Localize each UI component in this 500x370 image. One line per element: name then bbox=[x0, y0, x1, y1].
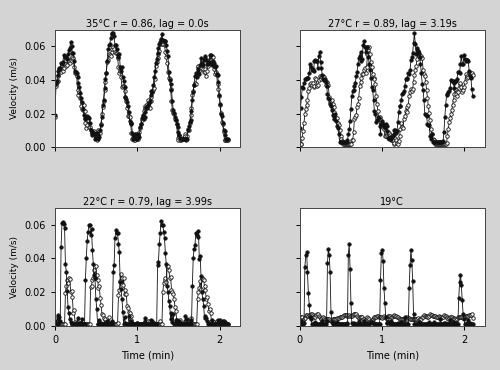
Title: 22°C r = 0.79, lag = 3.99s: 22°C r = 0.79, lag = 3.99s bbox=[83, 197, 212, 207]
Y-axis label: Velocity (m/s): Velocity (m/s) bbox=[10, 236, 19, 298]
Y-axis label: Velocity (m/s): Velocity (m/s) bbox=[10, 57, 19, 120]
X-axis label: Time (min): Time (min) bbox=[121, 350, 174, 360]
Title: 19°C: 19°C bbox=[380, 197, 404, 207]
Title: 35°C r = 0.86, lag = 0.0s: 35°C r = 0.86, lag = 0.0s bbox=[86, 19, 209, 29]
X-axis label: Time (min): Time (min) bbox=[366, 350, 419, 360]
Title: 27°C r = 0.89, lag = 3.19s: 27°C r = 0.89, lag = 3.19s bbox=[328, 19, 457, 29]
